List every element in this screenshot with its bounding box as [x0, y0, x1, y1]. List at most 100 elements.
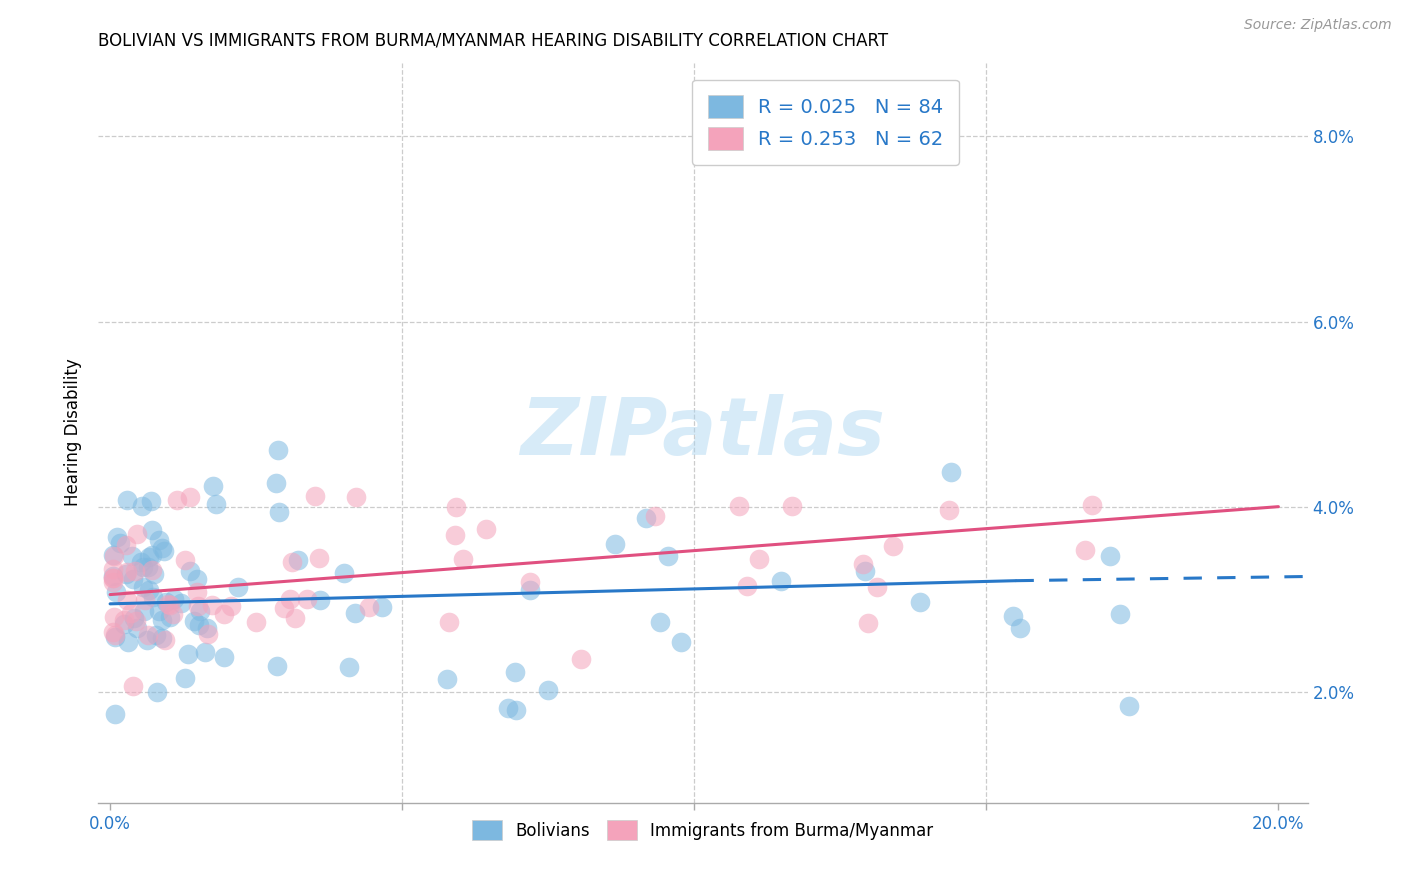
Point — [201, 479, 224, 493]
Text: ZIPatlas: ZIPatlas — [520, 393, 886, 472]
Point — [131, 580, 153, 594]
Point — [187, 599, 209, 614]
Point — [141, 548, 163, 562]
Point — [138, 582, 160, 597]
Point — [475, 522, 498, 536]
Point — [669, 634, 692, 648]
Point — [121, 679, 143, 693]
Point — [101, 568, 124, 582]
Point — [115, 538, 138, 552]
Point — [453, 551, 475, 566]
Point — [153, 632, 176, 647]
Point — [141, 563, 163, 577]
Point — [101, 571, 124, 585]
Point — [174, 671, 197, 685]
Point — [264, 475, 287, 490]
Point — [134, 593, 156, 607]
Point — [339, 660, 361, 674]
Point — [136, 633, 159, 648]
Point — [284, 610, 307, 624]
Point — [121, 549, 143, 564]
Point — [132, 604, 155, 618]
Point — [941, 465, 963, 479]
Point — [166, 493, 188, 508]
Point — [780, 500, 803, 514]
Point — [634, 511, 657, 525]
Point — [194, 645, 217, 659]
Point — [1099, 549, 1122, 563]
Point — [205, 497, 228, 511]
Point — [267, 505, 290, 519]
Point — [105, 530, 128, 544]
Point — [728, 499, 751, 513]
Point — [1109, 607, 1132, 621]
Point — [162, 607, 184, 621]
Point — [108, 535, 131, 549]
Point — [179, 564, 201, 578]
Point — [169, 596, 191, 610]
Point — [150, 541, 173, 555]
Point — [145, 628, 167, 642]
Point — [117, 593, 139, 607]
Point — [197, 626, 219, 640]
Point — [308, 550, 330, 565]
Point — [121, 572, 143, 586]
Point — [136, 628, 159, 642]
Point — [125, 621, 148, 635]
Point — [131, 499, 153, 513]
Point — [104, 631, 127, 645]
Point — [1008, 621, 1031, 635]
Point — [212, 649, 235, 664]
Point — [748, 551, 770, 566]
Point — [117, 635, 139, 649]
Point — [1074, 542, 1097, 557]
Point — [882, 539, 904, 553]
Point — [1002, 609, 1025, 624]
Point — [603, 537, 626, 551]
Point — [104, 707, 127, 722]
Point — [519, 575, 541, 590]
Point — [103, 549, 125, 564]
Point — [146, 685, 169, 699]
Y-axis label: Hearing Disability: Hearing Disability — [65, 359, 83, 507]
Point — [138, 550, 160, 565]
Point — [114, 613, 136, 627]
Point — [188, 604, 211, 618]
Legend: Bolivians, Immigrants from Burma/Myanmar: Bolivians, Immigrants from Burma/Myanmar — [465, 814, 941, 847]
Point — [344, 490, 367, 504]
Point — [444, 528, 467, 542]
Text: BOLIVIAN VS IMMIGRANTS FROM BURMA/MYANMAR HEARING DISABILITY CORRELATION CHART: BOLIVIAN VS IMMIGRANTS FROM BURMA/MYANMA… — [98, 31, 889, 49]
Point — [150, 613, 173, 627]
Point — [159, 609, 181, 624]
Point — [153, 543, 176, 558]
Point — [136, 559, 159, 574]
Point — [370, 599, 392, 614]
Point — [101, 549, 124, 563]
Point — [505, 703, 527, 717]
Point — [343, 606, 366, 620]
Point — [735, 579, 758, 593]
Point — [219, 599, 242, 613]
Point — [273, 601, 295, 615]
Point — [519, 583, 541, 598]
Point — [176, 647, 198, 661]
Point — [496, 701, 519, 715]
Point — [101, 571, 124, 585]
Point — [112, 617, 135, 632]
Point — [159, 598, 181, 612]
Point — [150, 631, 173, 645]
Point — [281, 555, 304, 569]
Point — [141, 523, 163, 537]
Point — [437, 615, 460, 629]
Point — [1081, 498, 1104, 512]
Point — [245, 615, 267, 629]
Point — [101, 625, 124, 640]
Point — [124, 564, 146, 578]
Point — [142, 590, 165, 604]
Point — [120, 606, 142, 620]
Point — [280, 592, 302, 607]
Point — [851, 557, 873, 571]
Point — [309, 593, 332, 607]
Point — [266, 658, 288, 673]
Point — [132, 560, 155, 574]
